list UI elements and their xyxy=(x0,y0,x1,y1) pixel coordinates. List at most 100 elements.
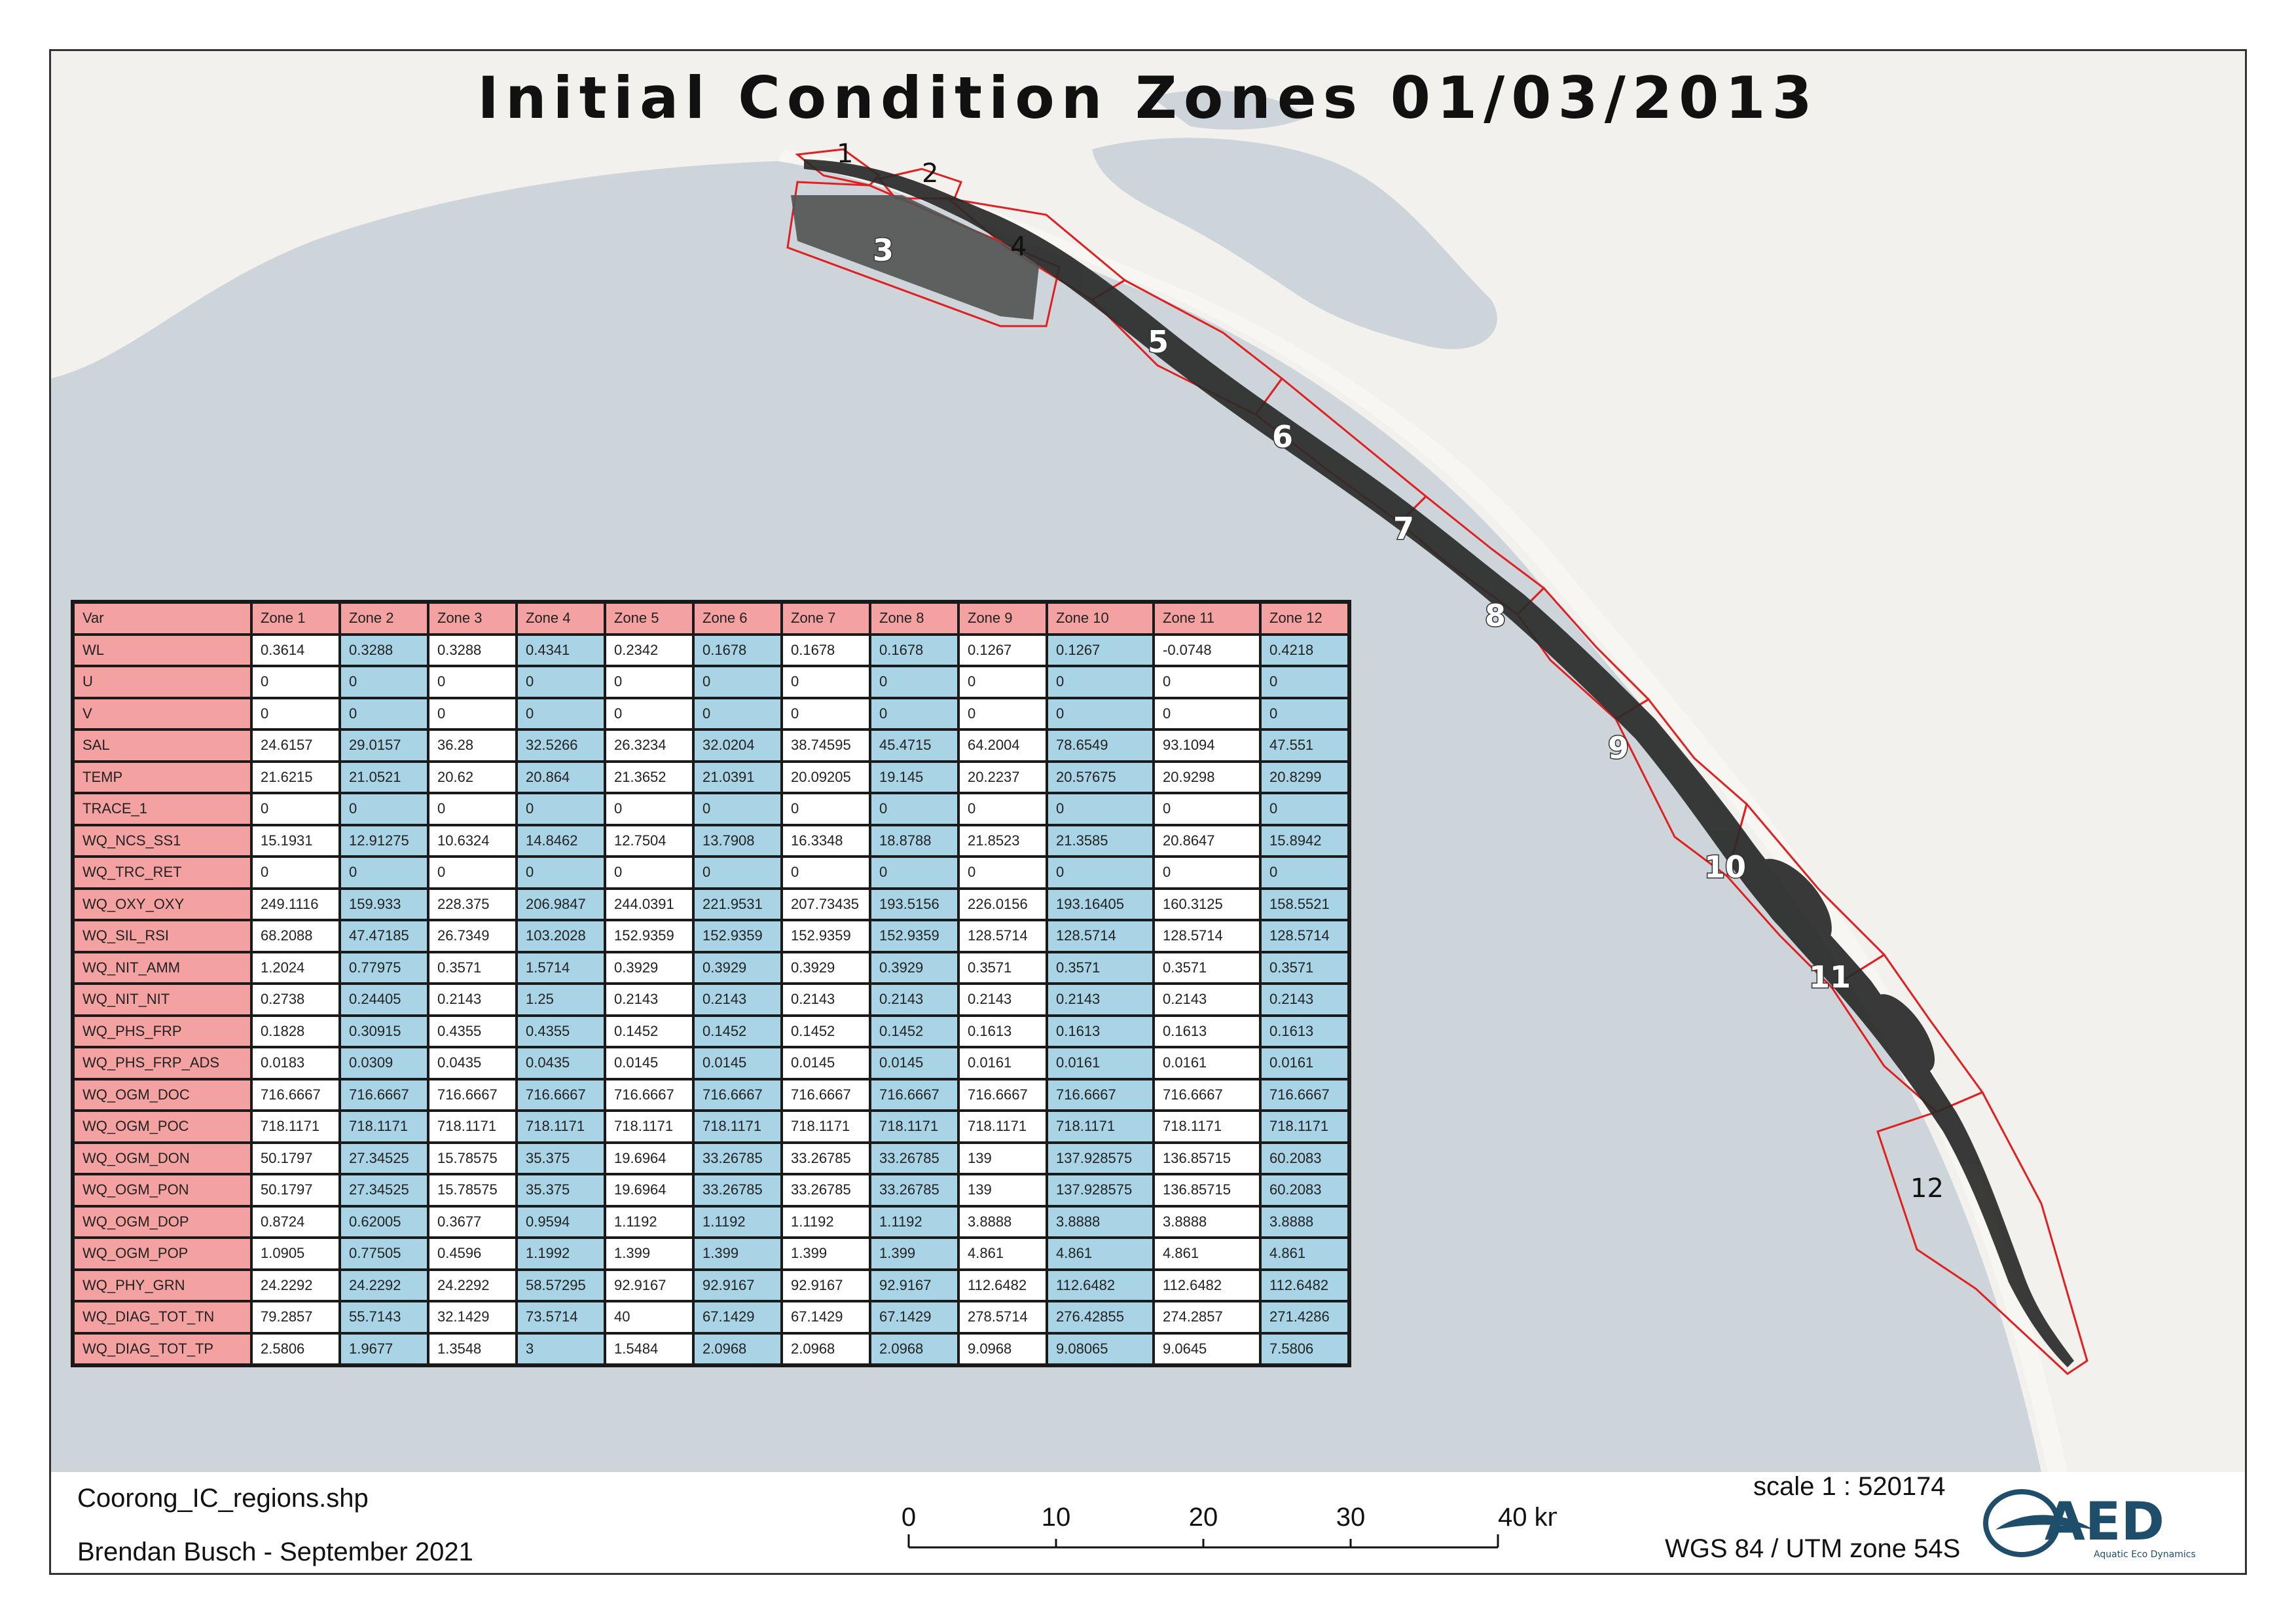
value-cell: 0 xyxy=(1152,665,1262,699)
mesh-zone-11-body xyxy=(1872,994,1935,1073)
table-row: WQ_DIAG_TOT_TP 2.5806 1.9677 1.3548 3 1.5484 2… xyxy=(71,1331,1351,1367)
value-cell: 24.2292 xyxy=(338,1268,429,1302)
value-cell: 33.26785 xyxy=(692,1173,783,1208)
crs-label: WGS 84 / UTM zone 54S xyxy=(1665,1534,1961,1563)
mesh-zone-10-body xyxy=(1753,858,1832,946)
value-cell: 21.0391 xyxy=(692,760,783,794)
variable-name-cell: WQ_NCS_SS1 xyxy=(71,823,253,858)
scale-tick-40: 40 km xyxy=(1498,1503,1557,1532)
value-cell: 139 xyxy=(957,1173,1048,1208)
value-cell: 0 xyxy=(957,696,1048,731)
value-cell: 0 xyxy=(780,696,871,731)
value-cell: 1.3548 xyxy=(427,1331,518,1367)
variable-name-cell: WQ_TRC_RET xyxy=(71,855,253,890)
value-cell: 16.3348 xyxy=(780,823,871,858)
value-cell: 3.8888 xyxy=(1152,1204,1262,1239)
value-cell: 79.2857 xyxy=(250,1300,341,1335)
value-cell: 20.9298 xyxy=(1152,760,1262,794)
value-cell: 0.0435 xyxy=(427,1046,518,1080)
zone-outline-12[interactable] xyxy=(1876,1091,2088,1375)
value-cell: 0.1678 xyxy=(692,633,783,667)
value-cell: 718.1171 xyxy=(957,1109,1048,1144)
value-cell: 33.26785 xyxy=(869,1141,960,1175)
value-cell: 21.3585 xyxy=(1046,823,1155,858)
lake-area-small xyxy=(1151,90,1308,130)
table-row: WL 0.3614 0.3288 0.3288 0.4341 0.2342 0.1678 0.… xyxy=(71,633,1351,667)
variable-name-cell: WQ_PHS_FRP xyxy=(71,1014,253,1048)
value-cell: 0.1613 xyxy=(1152,1014,1262,1048)
scale-tick-10: 10 xyxy=(1042,1503,1071,1532)
value-cell: 0 xyxy=(338,855,429,890)
zone-labels: 1 2 3 4 5 6 7 8 9 10 11 12 xyxy=(837,139,1944,1204)
value-cell: 15.78575 xyxy=(427,1141,518,1175)
scale-tick-20: 20 xyxy=(1189,1503,1218,1532)
zone-label-12: 12 xyxy=(1910,1173,1944,1204)
table-row: TEMP 21.6215 21.0521 20.62 20.864 21.3652 21.0… xyxy=(71,760,1351,794)
value-cell: 0.3929 xyxy=(780,950,871,985)
value-cell: 4.861 xyxy=(1046,1236,1155,1271)
value-cell: 36.28 xyxy=(427,728,518,763)
header-var: Var xyxy=(71,600,253,636)
header-zone-2: Zone 2 xyxy=(338,600,429,636)
value-cell: 0.2143 xyxy=(604,982,695,1017)
map-scale: scale 1 : 520174 xyxy=(1753,1472,1946,1501)
value-cell: 0.0435 xyxy=(515,1046,606,1080)
value-cell: 0.1678 xyxy=(780,633,871,667)
table-row: WQ_PHS_FRP 0.1828 0.30915 0.4355 0.4355 0.145… xyxy=(71,1014,1351,1048)
value-cell: 0.0145 xyxy=(604,1046,695,1080)
zone-label-11: 11 xyxy=(1809,959,1851,995)
value-cell: 7.5806 xyxy=(1259,1331,1351,1367)
value-cell: 137.928575 xyxy=(1046,1173,1155,1208)
value-cell: 0.0161 xyxy=(1152,1046,1262,1080)
value-cell: 2.0968 xyxy=(692,1331,783,1367)
value-cell: 0.3929 xyxy=(692,950,783,985)
zone-label-7: 7 xyxy=(1393,511,1414,546)
value-cell: 55.7143 xyxy=(338,1300,429,1335)
variable-name-cell: WQ_OXY_OXY xyxy=(71,887,253,921)
value-cell: 716.6667 xyxy=(338,1077,429,1112)
value-cell: 0 xyxy=(1046,855,1155,890)
value-cell: 718.1171 xyxy=(780,1109,871,1144)
value-cell: 19.6964 xyxy=(604,1173,695,1208)
header-zone-8: Zone 8 xyxy=(869,600,960,636)
value-cell: 152.9359 xyxy=(869,919,960,953)
value-cell: 718.1171 xyxy=(604,1109,695,1144)
value-cell: 716.6667 xyxy=(250,1077,341,1112)
table-row: WQ_DIAG_TOT_TN 79.2857 55.7143 32.1429 73.57… xyxy=(71,1300,1351,1335)
value-cell: 0.2143 xyxy=(427,982,518,1017)
value-cell: 33.26785 xyxy=(692,1141,783,1175)
value-cell: 47.551 xyxy=(1259,728,1351,763)
zone-outline-3[interactable] xyxy=(786,181,1061,327)
value-cell: 0 xyxy=(427,665,518,699)
value-cell: 0 xyxy=(1152,696,1262,731)
value-cell: 21.3652 xyxy=(604,760,695,794)
value-cell: 0.0161 xyxy=(957,1046,1048,1080)
value-cell: 24.2292 xyxy=(250,1268,341,1302)
zone-label-6: 6 xyxy=(1272,419,1293,454)
value-cell: 67.1429 xyxy=(869,1300,960,1335)
value-cell: 0.77505 xyxy=(338,1236,429,1271)
variable-name-cell: WQ_NIT_AMM xyxy=(71,950,253,985)
value-cell: 136.85715 xyxy=(1152,1141,1262,1175)
table-row: SAL 24.6157 29.0157 36.28 32.5266 26.3234 32.0… xyxy=(71,728,1351,763)
value-cell: 0 xyxy=(604,855,695,890)
zone-label-9: 9 xyxy=(1608,730,1629,766)
value-cell: 0 xyxy=(250,696,341,731)
value-cell: 152.9359 xyxy=(604,919,695,953)
value-cell: 718.1171 xyxy=(515,1109,606,1144)
value-cell: 152.9359 xyxy=(780,919,871,953)
value-cell: 112.6482 xyxy=(1152,1268,1262,1302)
value-cell: 0.2143 xyxy=(692,982,783,1017)
value-cell: 0.4341 xyxy=(515,633,606,667)
value-cell: 3 xyxy=(515,1331,606,1367)
variable-name-cell: U xyxy=(71,665,253,699)
value-cell: 50.1797 xyxy=(250,1141,341,1175)
value-cell: 206.9847 xyxy=(515,887,606,921)
value-cell: 152.9359 xyxy=(692,919,783,953)
value-cell: 12.7504 xyxy=(604,823,695,858)
value-cell: 35.375 xyxy=(515,1173,606,1208)
value-cell: 193.5156 xyxy=(869,887,960,921)
value-cell: 718.1171 xyxy=(1259,1109,1351,1144)
value-cell: 0 xyxy=(338,792,429,826)
value-cell: 0.3614 xyxy=(250,633,341,667)
